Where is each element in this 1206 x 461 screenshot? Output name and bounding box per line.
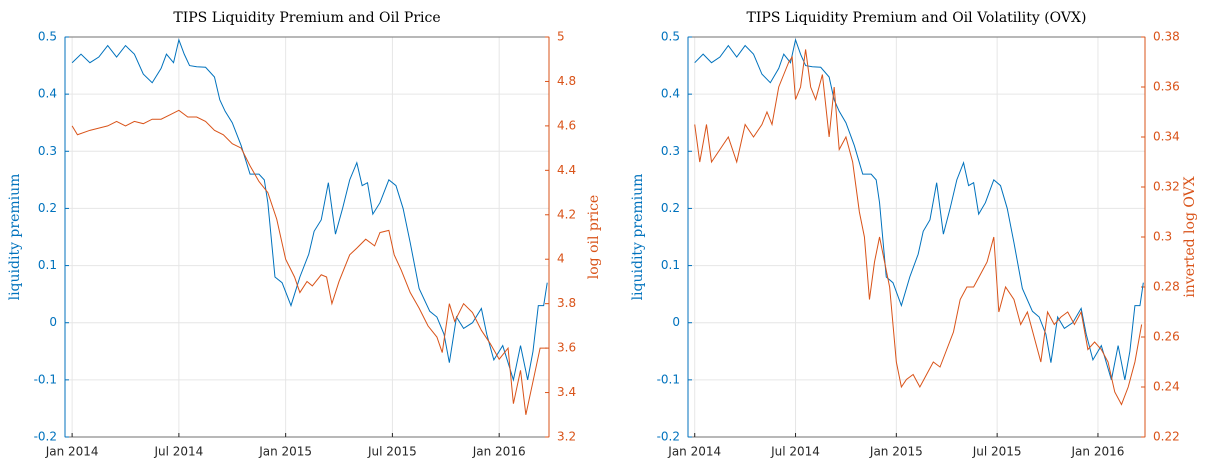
data-line: [694, 49, 1143, 406]
y-axis-label: liquidity premium: [7, 174, 23, 301]
y2-tick-label: 3.8: [557, 296, 576, 310]
y-tick-label: 0.3: [661, 144, 680, 158]
y2-tick-label: 0.34: [1153, 130, 1180, 144]
y2-tick-label: 0.24: [1153, 380, 1180, 394]
y2-axis-label: log oil price: [586, 195, 602, 279]
y2-tick-label: 3.2: [557, 430, 576, 444]
data-line: [694, 38, 1144, 381]
x-tick-label: Jan 2014: [45, 445, 99, 459]
x-tick-label: Jan 2016: [1071, 445, 1125, 459]
y2-tick-label: 4.4: [557, 163, 576, 177]
y-axis-label: liquidity premium: [630, 174, 646, 301]
y-tick-label: -0.1: [657, 372, 680, 386]
x-tick-label: Jan 2014: [667, 445, 721, 459]
y-tick-label: -0.2: [34, 430, 57, 444]
y2-tick-label: 0.22: [1153, 430, 1180, 444]
chart-title: TIPS Liquidity Premium and Oil Price: [173, 10, 440, 26]
plot-box: [687, 36, 1146, 438]
data-line: [71, 38, 548, 382]
y2-tick-label: 4.6: [557, 118, 576, 132]
y-tick-label: 0: [672, 315, 680, 329]
y-tick-label: 0.5: [661, 30, 680, 44]
y-tick-label: 0: [49, 315, 57, 329]
x-tick-label: Jan 2015: [258, 445, 312, 459]
x-tick-label: Jan 2015: [869, 445, 923, 459]
y2-tick-label: 4: [557, 252, 565, 266]
y2-tick-label: 5: [557, 30, 565, 44]
y2-tick-label: 0.32: [1153, 180, 1180, 194]
x-tick-label: Jul 2015: [367, 445, 417, 459]
y-tick-label: 0.4: [661, 87, 680, 101]
y-tick-label: 0.3: [38, 144, 57, 158]
y-tick-label: 0.4: [38, 87, 57, 101]
y2-tick-label: 3.4: [557, 385, 576, 399]
y2-tick-label: 4.2: [557, 207, 576, 221]
y-tick-label: 0.1: [38, 258, 57, 272]
plot-box: [64, 36, 550, 438]
x-tick-label: Jan 2016: [472, 445, 526, 459]
y2-tick-label: 0.28: [1153, 280, 1180, 294]
x-tick-label: Jul 2015: [972, 445, 1022, 459]
y2-tick-label: 0.26: [1153, 330, 1180, 344]
y2-axis-label: inverted log OVX: [1182, 176, 1198, 297]
y2-tick-label: 0.3: [1153, 230, 1172, 244]
y-tick-label: 0.5: [38, 30, 57, 44]
y-tick-label: 0.2: [38, 201, 57, 215]
y-tick-label: -0.1: [34, 372, 57, 386]
y2-tick-label: 0.36: [1153, 80, 1180, 94]
y-tick-label: -0.2: [657, 430, 680, 444]
chart-title: TIPS Liquidity Premium and Oil Volatilit…: [747, 10, 1087, 26]
x-tick-label: Jul 2014: [153, 445, 203, 459]
y-tick-label: 0.1: [661, 258, 680, 272]
y-tick-label: 0.2: [661, 201, 680, 215]
y2-tick-label: 4.8: [557, 74, 576, 88]
y2-tick-label: 0.38: [1153, 30, 1180, 44]
y2-tick-label: 3.6: [557, 341, 576, 355]
data-line: [71, 109, 548, 415]
x-tick-label: Jul 2014: [770, 445, 820, 459]
